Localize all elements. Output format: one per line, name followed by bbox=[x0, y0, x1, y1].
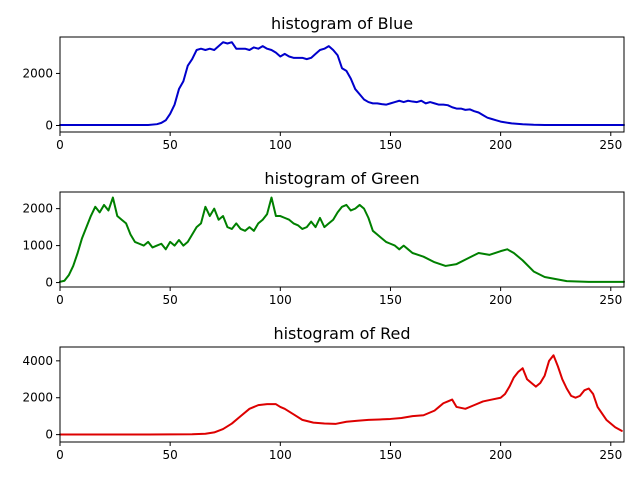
y-tick-label: 2000 bbox=[22, 202, 53, 216]
x-tick-label: 250 bbox=[599, 448, 622, 462]
series-line bbox=[59, 41, 625, 126]
x-tick-label: 150 bbox=[379, 293, 402, 307]
x-tick-label: 200 bbox=[489, 293, 512, 307]
y-tick-label: 0 bbox=[45, 118, 53, 132]
y-tick-label: 0 bbox=[45, 276, 53, 290]
histogram-panel-1: histogram of Blue 0 50 100 150 200 250 0 2000 bbox=[22, 14, 625, 152]
x-tick-label: 150 bbox=[379, 138, 402, 152]
x-tick-label: 50 bbox=[163, 293, 178, 307]
axes-frame bbox=[59, 36, 625, 133]
axes-frame bbox=[59, 191, 625, 288]
x-tick-label: 0 bbox=[56, 138, 64, 152]
x-tick-label: 100 bbox=[269, 138, 292, 152]
chart-title: histogram of Red bbox=[273, 324, 410, 343]
x-tick-label: 50 bbox=[163, 448, 178, 462]
y-tick-label: 2000 bbox=[22, 391, 53, 405]
x-tick-label: 250 bbox=[599, 138, 622, 152]
histogram-panel-2: histogram of Green 0 50 100 150 200 250 0 1000 20… bbox=[22, 169, 625, 307]
chart-title: histogram of Blue bbox=[271, 14, 413, 33]
y-tick-label: 4000 bbox=[22, 354, 53, 368]
x-tick-label: 250 bbox=[599, 293, 622, 307]
y-tick-label: 0 bbox=[45, 428, 53, 442]
y-tick-label: 1000 bbox=[22, 239, 53, 253]
x-tick-label: 200 bbox=[489, 448, 512, 462]
x-tick-label: 100 bbox=[269, 448, 292, 462]
series-line bbox=[59, 354, 623, 436]
x-tick-label: 0 bbox=[56, 293, 64, 307]
x-tick-label: 50 bbox=[163, 138, 178, 152]
x-tick-label: 100 bbox=[269, 293, 292, 307]
y-tick-label: 2000 bbox=[22, 66, 53, 80]
x-tick-label: 200 bbox=[489, 138, 512, 152]
chart-title: histogram of Green bbox=[264, 169, 419, 188]
x-tick-label: 0 bbox=[56, 448, 64, 462]
axes-frame bbox=[59, 346, 625, 443]
series-line bbox=[59, 196, 625, 283]
x-tick-label: 150 bbox=[379, 448, 402, 462]
histogram-panel-3: histogram of Red 0 50 100 150 200 250 0 2000 4000 bbox=[22, 324, 625, 462]
